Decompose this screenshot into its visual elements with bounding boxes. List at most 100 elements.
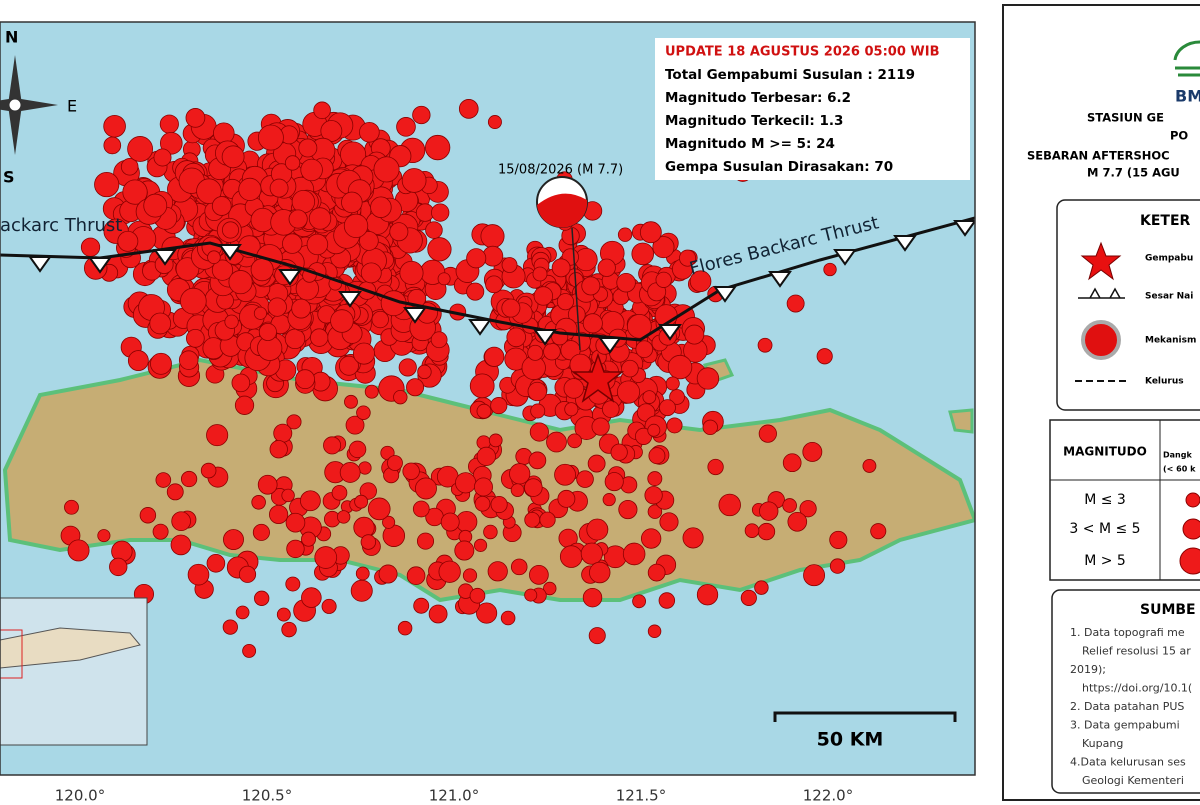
aftershock	[301, 531, 317, 547]
aftershock	[640, 528, 662, 549]
aftershock	[206, 424, 229, 447]
aftershock	[557, 489, 576, 508]
compass-e: E	[67, 97, 77, 116]
aftershock	[870, 523, 887, 540]
aftershock	[563, 378, 585, 399]
aftershock	[269, 504, 289, 525]
aftershock	[348, 440, 367, 459]
map: 15/08/2026 (M 7.7) Flores Backarc Thrust…	[0, 22, 975, 775]
aftershock	[581, 276, 601, 296]
aftershock	[364, 384, 379, 399]
magnitude-symbol	[1185, 492, 1200, 508]
aftershock	[350, 579, 373, 602]
aftershock	[253, 306, 268, 320]
aftershock	[576, 470, 594, 488]
aftershock	[242, 643, 257, 658]
aftershock	[185, 108, 206, 128]
aftershock	[474, 495, 491, 512]
aftershock	[301, 587, 322, 608]
fault-teeth	[28, 220, 975, 354]
aftershock	[484, 346, 505, 367]
aftershock	[339, 462, 361, 483]
aftershock	[589, 561, 611, 584]
aftershock	[500, 610, 516, 626]
fault-label: ackarc Thrust	[0, 215, 122, 236]
aftershock	[393, 389, 408, 405]
aftershock	[238, 177, 262, 201]
aftershock	[298, 138, 318, 158]
update-line: Magnitudo Terkecil: 1.3	[665, 113, 843, 129]
aftershock	[440, 512, 460, 532]
aftershock	[143, 193, 168, 218]
longitude-label: 121.5°	[616, 787, 666, 805]
aftershock	[406, 378, 425, 397]
aftershock	[759, 501, 779, 521]
fault-tooth	[768, 271, 792, 288]
aftershock	[586, 518, 609, 541]
aftershock	[358, 461, 372, 475]
fault-tooth	[218, 244, 242, 261]
aftershock	[251, 495, 266, 510]
aftershock	[206, 554, 226, 573]
update-box	[655, 38, 970, 180]
aftershock	[344, 394, 358, 409]
aftershock	[682, 527, 704, 549]
aftershock	[829, 558, 846, 574]
fault-tooth	[338, 291, 362, 308]
fault-tooth	[153, 249, 177, 266]
aftershock	[231, 373, 251, 393]
aftershock	[466, 248, 487, 269]
aftershock	[567, 433, 582, 449]
aftershock	[702, 419, 718, 436]
aftershock	[353, 516, 375, 539]
aftershock	[234, 395, 255, 415]
aftershock	[524, 588, 538, 602]
aftershock	[345, 415, 365, 435]
aftershock	[235, 605, 250, 620]
aftershock	[354, 494, 369, 509]
aftershock	[371, 310, 389, 329]
aftershock	[286, 539, 305, 559]
aftershock	[122, 179, 148, 205]
aftershock	[338, 355, 359, 376]
aftershock	[228, 270, 253, 295]
legend-header: M 7.7 (15 AGU	[1087, 166, 1180, 180]
sources-title: SUMBE	[1140, 602, 1196, 618]
aftershock	[402, 462, 420, 480]
fault-tooth	[533, 329, 557, 346]
aftershock	[487, 115, 502, 130]
aftershock	[412, 105, 431, 125]
aftershock	[238, 565, 257, 583]
aftershock	[310, 328, 329, 347]
aftershock	[754, 580, 769, 595]
aftershock	[224, 314, 239, 329]
aftershock	[291, 189, 316, 214]
aftershock	[398, 358, 417, 377]
aftershock	[282, 233, 303, 254]
logo-text: BM	[1175, 87, 1200, 106]
aftershock	[483, 524, 498, 540]
aftershock	[97, 529, 111, 543]
aftershock	[564, 402, 579, 417]
aftershock	[627, 313, 652, 339]
aftershock	[213, 122, 235, 145]
aftershock	[610, 443, 628, 461]
aftershock	[127, 136, 154, 162]
aftershock	[530, 403, 546, 419]
fault-tooth	[468, 319, 492, 336]
fault-tooth	[953, 220, 975, 237]
source-line: Kupang	[1082, 737, 1123, 750]
aftershock	[299, 490, 321, 512]
aftershock	[597, 258, 616, 277]
beachball-fill	[537, 193, 588, 228]
aftershock	[469, 587, 486, 604]
aftershock	[291, 298, 312, 319]
update-line: Magnitudo M >= 5: 24	[665, 136, 835, 152]
aftershock	[267, 297, 287, 317]
legend-header: STASIUN GE	[1087, 111, 1164, 125]
aftershock	[635, 340, 654, 358]
magnitude-row: 3 < M ≤ 5	[1069, 521, 1140, 537]
update-line: Total Gempabumi Susulan : 2119	[665, 67, 915, 83]
aftershock	[454, 540, 475, 561]
aftershock	[490, 397, 508, 415]
